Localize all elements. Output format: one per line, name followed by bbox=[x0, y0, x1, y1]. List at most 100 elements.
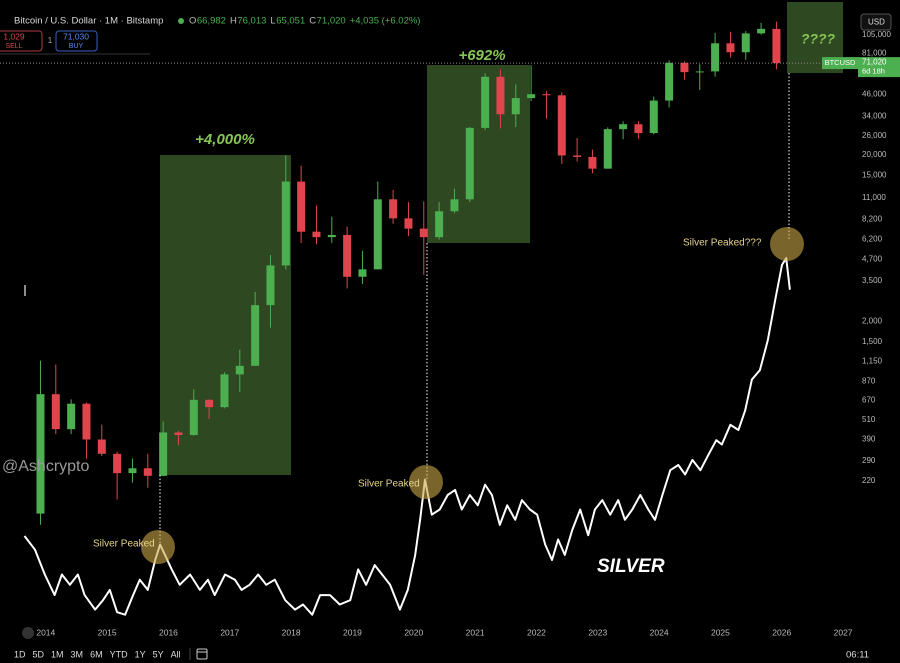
ohlc-key: H bbox=[230, 16, 237, 27]
x-tick-label: 2015 bbox=[98, 627, 117, 637]
y-tick-label: 6,200 bbox=[862, 235, 883, 244]
candle-body bbox=[373, 199, 382, 270]
candle-body bbox=[67, 403, 76, 430]
range-button[interactable]: 1Y bbox=[135, 649, 146, 659]
candle-body bbox=[97, 439, 106, 454]
candle-body bbox=[711, 43, 720, 72]
peak-circle bbox=[409, 465, 443, 499]
range-button[interactable]: 3M bbox=[71, 649, 84, 659]
candle-body bbox=[205, 399, 214, 408]
candle-body bbox=[511, 98, 520, 115]
series-label: SILVER bbox=[597, 556, 665, 577]
candle-body bbox=[772, 28, 781, 64]
ohlc-key: L bbox=[270, 16, 275, 27]
candle-body bbox=[358, 269, 367, 277]
toolbar: 1D 5D 1M 3M 6M YTD 1Y 5Y All bbox=[14, 648, 191, 660]
candle-body bbox=[220, 374, 229, 408]
candle-body bbox=[741, 33, 750, 53]
guides bbox=[159, 73, 790, 545]
x-tick-label: 2026 bbox=[772, 627, 791, 637]
candle-body bbox=[251, 305, 260, 366]
calendar-frame bbox=[196, 648, 208, 660]
ohlc-key: C bbox=[309, 16, 316, 27]
range-button[interactable]: 1M bbox=[51, 649, 64, 659]
x-tick-label: 2018 bbox=[282, 627, 301, 637]
y-tick-label: 870 bbox=[862, 377, 876, 386]
candle-body bbox=[496, 76, 505, 115]
y-tick-label: 15,000 bbox=[862, 171, 887, 180]
candle-body bbox=[665, 62, 674, 101]
peak-circle bbox=[141, 530, 175, 564]
candle-body bbox=[527, 94, 536, 99]
y-tick-label: 3,500 bbox=[862, 276, 883, 285]
candle-body bbox=[343, 234, 352, 277]
y-tick-label: 105,000 bbox=[862, 30, 891, 39]
candle-body bbox=[266, 265, 275, 306]
candle-body bbox=[51, 394, 60, 430]
status-dot bbox=[178, 18, 184, 24]
annotation: +692% bbox=[458, 47, 505, 64]
range-button[interactable]: 1D bbox=[14, 649, 26, 659]
candle-body bbox=[143, 468, 152, 476]
candle-body bbox=[649, 100, 658, 134]
y-tick-label: 290 bbox=[862, 456, 876, 465]
y-tick-label: 1,500 bbox=[862, 337, 883, 346]
x-tick-label: 2016 bbox=[159, 627, 178, 637]
x-tick-label: 2023 bbox=[588, 627, 607, 637]
price-tag bbox=[858, 57, 900, 78]
y-tick-label: 20,000 bbox=[862, 150, 887, 159]
candle-body bbox=[634, 124, 643, 134]
ohlc-value: 66,982 bbox=[197, 16, 226, 27]
sell-button[interactable] bbox=[0, 30, 43, 52]
y-tick-label: 2,000 bbox=[862, 316, 883, 325]
sell-price: 1,029 bbox=[3, 31, 25, 41]
symbol-title: Bitcoin / U.S. Dollar · 1M · Bitstamp bbox=[14, 16, 163, 27]
annotation: +4,000% bbox=[195, 131, 255, 148]
currency: USD bbox=[868, 18, 885, 27]
x-tick-label: 2022 bbox=[527, 627, 546, 637]
ohlc-value: 76,013 bbox=[237, 16, 266, 27]
y-tick-label: 81,000 bbox=[862, 49, 887, 58]
y-tick-label: 220 bbox=[862, 476, 876, 485]
change: +4,035 (+6.02%) bbox=[350, 16, 421, 27]
x-tick-label: 2021 bbox=[466, 627, 485, 637]
y-tick-label: 26,000 bbox=[862, 131, 887, 140]
candle-body bbox=[36, 394, 45, 514]
candle-body bbox=[312, 231, 321, 238]
price-tag-value: 71,020 bbox=[862, 58, 887, 67]
symbol-tag-label: BTCUSD bbox=[825, 58, 856, 67]
candle-body bbox=[450, 199, 459, 212]
buy-button[interactable] bbox=[55, 30, 98, 52]
peak-circle bbox=[770, 227, 804, 261]
candle-body bbox=[297, 181, 306, 232]
calendar-icon[interactable] bbox=[196, 648, 208, 660]
candle-body bbox=[757, 28, 766, 34]
range-button[interactable]: 5Y bbox=[153, 649, 164, 659]
y-tick-label: 11,000 bbox=[862, 193, 886, 202]
range-button[interactable]: 5D bbox=[33, 649, 45, 659]
candle-body bbox=[603, 129, 612, 169]
currency-button[interactable] bbox=[860, 13, 892, 31]
ohlc-key: O bbox=[189, 16, 196, 27]
candle-body bbox=[680, 62, 689, 73]
candle-body bbox=[113, 453, 122, 474]
auto-scale-icon[interactable] bbox=[22, 627, 34, 639]
range-button[interactable]: YTD bbox=[110, 649, 129, 659]
candle-body bbox=[726, 43, 735, 53]
x-tick-label: 2027 bbox=[834, 627, 853, 637]
buy-price: 71,030 bbox=[63, 31, 89, 41]
spread: 1 bbox=[48, 36, 53, 45]
annotation: ???? bbox=[801, 31, 836, 47]
ohlc-legend: O 66,982 H 76,013 L 65,051 C 71,020 +4,035 (+6.0… bbox=[189, 16, 420, 27]
gain-box bbox=[427, 65, 530, 243]
ohlc-value: 65,051 bbox=[276, 16, 305, 27]
range-button[interactable]: 6M bbox=[90, 649, 103, 659]
range-button[interactable]: All bbox=[171, 649, 181, 659]
annotation-boxes bbox=[160, 2, 843, 475]
candle-body bbox=[619, 124, 628, 130]
price-tag-countdown: 6d 18h bbox=[862, 67, 885, 76]
annotation: Silver Peaked bbox=[93, 539, 155, 550]
candle-body bbox=[573, 155, 582, 157]
